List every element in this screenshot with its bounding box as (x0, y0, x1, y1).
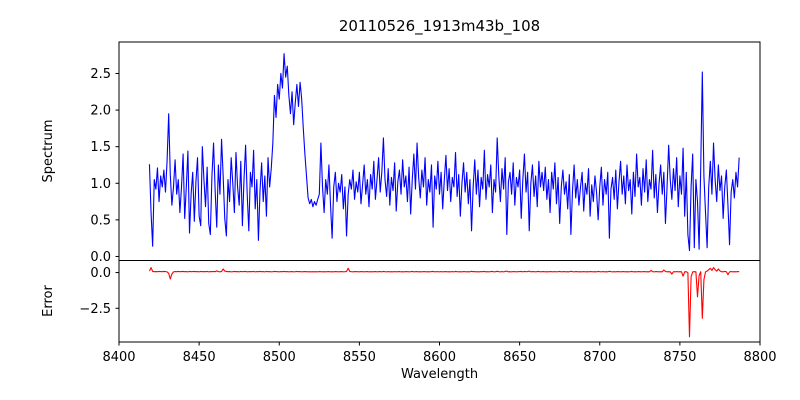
error-y-axis-label: Error (41, 285, 56, 317)
plot-title: 20110526_1913m43b_108 (339, 17, 540, 36)
error-line (148, 267, 740, 338)
spectrum-y-tick-label: 2.5 (90, 67, 111, 82)
spectrum-y-tick-label: 1.0 (90, 177, 111, 192)
x-tick-label: 8450 (183, 350, 216, 365)
x-axis-label: Wavelength (401, 367, 478, 382)
x-tick-label: 8550 (343, 350, 376, 365)
x-tick-label: 8700 (583, 350, 616, 365)
spectrum-y-tick-label: 2.0 (90, 104, 111, 119)
error-y-tick-label: −2.5 (79, 302, 111, 317)
x-tick-label: 8400 (102, 350, 135, 365)
spectrum-line (148, 53, 740, 252)
error-spines (118, 260, 761, 343)
spectrum-y-axis-label: Spectrum (41, 120, 56, 183)
error-y-tick-label: 0.0 (90, 266, 111, 281)
spectrum-y-tick-label: 0.5 (90, 213, 111, 228)
x-tick-label: 8750 (663, 350, 696, 365)
spectrum-y-tick-label: 0.0 (90, 250, 111, 265)
x-tick-label: 8600 (423, 350, 456, 365)
spectrum-y-tick-label: 1.5 (90, 140, 111, 155)
spectrum-spines (118, 41, 761, 261)
plot-area: 0.0 0.5 1.0 1.5 2.0 2.5 0.0 −2.5 8400 8450 8500 855… (79, 41, 777, 365)
x-tick-label: 8800 (743, 350, 776, 365)
x-tick-label: 8500 (263, 350, 296, 365)
x-tick-label: 8650 (503, 350, 536, 365)
